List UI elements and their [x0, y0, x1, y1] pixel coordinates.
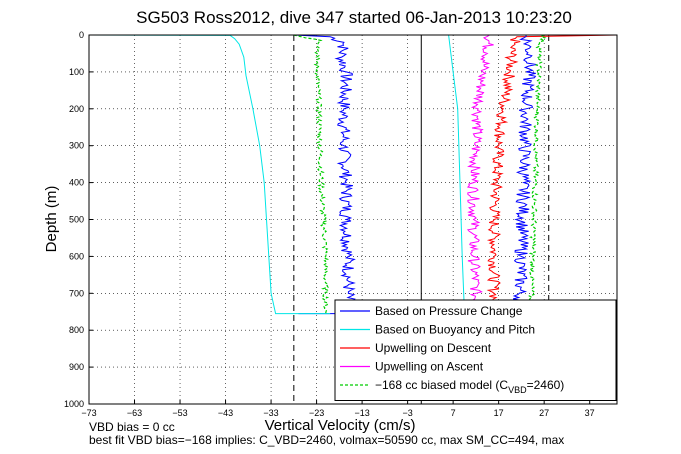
series-group [88, 34, 618, 315]
y-tick-label: 400 [69, 178, 84, 188]
y-tick-label: 200 [69, 104, 84, 114]
legend-label: Upwelling on Ascent [375, 360, 484, 374]
x-tick-label: −33 [263, 408, 278, 418]
x-tick-label: −13 [354, 408, 369, 418]
series-line [527, 34, 547, 314]
y-tick-label: 900 [69, 362, 84, 372]
series-line [421, 34, 618, 315]
x-tick-label: −53 [172, 408, 187, 418]
x-axis-ticks: −73 −63 −53 −43 −33 −23 −13 −3 7 17 27 37 [81, 400, 595, 418]
y-tick-label: 300 [69, 141, 84, 151]
y-tick-label: 500 [69, 215, 84, 225]
x-tick-label: −43 [218, 408, 233, 418]
x-tick-label: −73 [81, 408, 96, 418]
y-tick-label: 700 [69, 288, 84, 298]
series-line [466, 34, 494, 314]
legend-label: Upwelling on Descent [375, 341, 492, 355]
legend-label: Based on Pressure Change [375, 304, 523, 318]
x-tick-label: −23 [309, 408, 324, 418]
x-tick-label: 27 [539, 408, 549, 418]
y-tick-label: 1000 [64, 399, 84, 409]
x-tick-label: 37 [585, 408, 595, 418]
x-tick-label: 17 [494, 408, 504, 418]
y-axis-ticks: 0 100 200 300 400 500 600 700 800 900 1000 [64, 30, 93, 409]
x-axis-label: Vertical Velocity (cm/s) [265, 417, 416, 434]
x-tick-label: −3 [402, 408, 412, 418]
x-tick-label: −63 [127, 408, 142, 418]
legend: Based on Pressure Change Based on Buoyanc… [334, 299, 617, 401]
x-tick-label: 7 [451, 408, 456, 418]
y-tick-label: 600 [69, 251, 84, 261]
series-line [293, 34, 330, 314]
legend-box [334, 299, 617, 401]
series-line [512, 34, 537, 315]
series-line [89, 34, 358, 315]
y-tick-label: 800 [69, 325, 84, 335]
footer-bestfit-text: best fit VBD bias=−168 implies: C_VBD=24… [89, 433, 565, 447]
y-tick-label: 0 [79, 30, 84, 40]
series-line [88, 34, 331, 315]
footer-bias-text: VBD bias = 0 cc [89, 420, 175, 434]
legend-label: Based on Buoyancy and Pitch [375, 323, 535, 337]
y-tick-label: 100 [69, 67, 84, 77]
series-line [448, 34, 465, 314]
chart-title: SG503 Ross2012, dive 347 started 06-Jan-… [136, 8, 572, 27]
y-axis-label: Depth (m) [43, 186, 60, 253]
